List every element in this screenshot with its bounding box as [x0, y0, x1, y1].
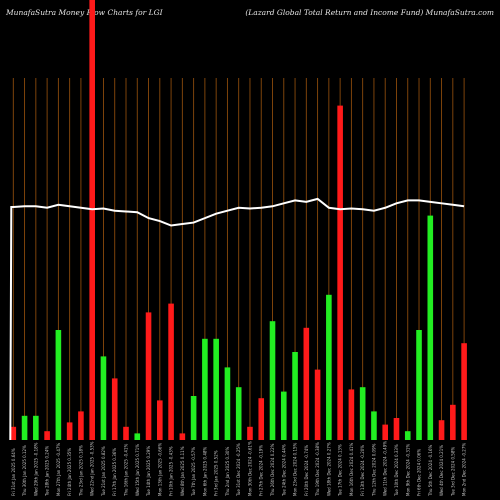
x-tick-label: Fri 3rd Jan 2025 0.52% [214, 450, 219, 496]
x-tick-label: Fri 13th Dec 2024 -0.20% [360, 445, 365, 496]
chart-subtitle: (Lazard Global Total Return and Income F… [245, 8, 494, 17]
money-flow-bar [55, 330, 62, 440]
x-tick-label: Wed 15th Jan 2025 0.71% [135, 444, 140, 496]
money-flow-bar [179, 433, 186, 440]
x-tick-label: Tue 3rd Dec 2024 0.58% [450, 447, 455, 497]
money-flow-bar [168, 303, 174, 440]
x-tick-label: Tue 14th Jan 2025 0.29% [146, 446, 151, 497]
money-flow-bar [21, 415, 28, 440]
money-flow-bar [438, 420, 445, 440]
x-tick-label: Wed 11th Dec 2024 -0.49% [383, 441, 388, 496]
money-flow-bar [145, 312, 152, 440]
money-flow-bar [404, 431, 411, 440]
x-tick-label: Tue 28th Jan 2025 0.24% [45, 446, 50, 497]
x-tick-label: Mon 30th Dec 2024 -0.61% [247, 441, 252, 496]
x-tick-label: Thu 2nd Jan 2025 0.30% [225, 447, 230, 497]
x-tick-label: Thu 16th Jan 2025 -0.41% [124, 444, 129, 497]
x-tick-label: Thu 30th Jan 2025 0.12% [22, 445, 27, 497]
x-tick-label: Wed 4th Dec 2024 0.21% [439, 445, 444, 496]
money-flow-bar [382, 424, 389, 440]
x-tick-label: Fri 27th Dec 2024 -0.19% [259, 445, 264, 496]
money-flow-bar [247, 426, 253, 440]
x-tick-label: Mon 2nd Dec 2024 -0.27% [462, 443, 467, 496]
x-tick-label: Wed 29th Jan 2025 -0.18% [33, 442, 38, 496]
x-tick-label: Mon 27th Jan 2025 -0.47% [56, 443, 61, 496]
money-flow-bar [461, 343, 467, 440]
x-tick-label: Tue 7th Jan 2025 -0.57% [191, 447, 196, 497]
money-flow-bar [303, 327, 310, 440]
x-tick-label: Thu 12th Dec 2024 0.09% [371, 443, 376, 497]
money-flow-bar [66, 422, 73, 440]
money-flow-bar [123, 426, 129, 440]
money-flow-bar [258, 398, 265, 440]
x-tick-label: Wed 18th Dec 2024 0.27% [326, 442, 331, 496]
x-tick-label: Fri 20th Dec 2024 -0.74% [304, 445, 309, 496]
money-flow-bar [235, 387, 242, 440]
money-flow-bar [190, 396, 197, 440]
money-flow-bar [213, 338, 219, 440]
money-flow-bar [326, 294, 332, 440]
money-flow-bar [44, 431, 50, 440]
money-flow-bar [416, 330, 422, 440]
money-flow-bar [337, 105, 343, 440]
x-tick-label: Thu 23rd Jan 2025 0.18% [78, 445, 83, 497]
x-tick-label: Mon 23rd Dec 2024 0.15% [293, 442, 298, 496]
x-tick-label: Mon 6th Jan 2025 0.48% [202, 447, 207, 496]
x-tick-label: Wed 8th Jan 2025 0.11% [180, 446, 185, 496]
x-tick-label: Mon 9th Dec 2024 -0.31% [405, 444, 410, 496]
money-flow-bar [371, 411, 377, 440]
money-flow-bar [292, 352, 298, 440]
x-tick-label: Wed 22nd Jan 2025 -0.53% [90, 441, 95, 496]
x-tick-label: Mon 13th Jan 2025 -0.66% [157, 443, 162, 496]
x-tick-label: Thu 5th Dec 2024 -0.16% [428, 444, 433, 497]
money-flow-bar [393, 418, 400, 440]
money-flow-bar [359, 387, 366, 440]
money-flow-bar [78, 411, 84, 440]
x-tick-label: Tue 10th Dec 2024 0.33% [394, 444, 399, 497]
money-flow-bar [427, 215, 434, 440]
x-tick-label: Tue 17th Dec 2024 0.13% [338, 444, 343, 497]
money-flow-bar [280, 391, 287, 440]
x-tick-label: Thu 26th Dec 2024 0.22% [270, 443, 275, 497]
x-tick-label: Fri 6th Dec 2024 0.06% [417, 449, 422, 496]
price-line [9, 197, 465, 441]
x-tick-label: Tue 24th Dec 2024 0.44% [281, 444, 286, 497]
x-tick-label: Fri 17th Jan 2025 0.36% [112, 448, 117, 496]
money-flow-bar [202, 338, 208, 440]
x-tick-label: Mon 16th Dec 2024 0.41% [349, 442, 354, 496]
money-flow-bar [157, 400, 163, 440]
money-flow-bar [269, 321, 276, 440]
money-flow-bar [348, 389, 355, 440]
money-flow-bar [100, 356, 107, 440]
money-flow-bar [10, 426, 17, 440]
money-flow-bar [111, 378, 118, 440]
x-tick-label: Fri 31st Jan 2025 0.64% [11, 448, 16, 496]
x-tick-label: Fri 24th Jan 2025 0.35% [67, 448, 72, 496]
money-flow-bar [314, 369, 321, 440]
money-flow-bar [33, 415, 39, 440]
x-tick-label: Tue 31st Dec 2024 -0.25% [236, 443, 241, 497]
money-flow-bar [224, 367, 231, 440]
chart-title: MunafaSutra Money Flow Charts for LGI [6, 8, 163, 17]
x-tick-label: Tue 21st Jan 2025 0.82% [101, 446, 106, 497]
money-flow-bar [134, 433, 141, 440]
x-tick-label: Thu 19th Dec 2024 -0.38% [315, 442, 320, 497]
money-flow-bar [450, 404, 456, 440]
x-tick-label: Fri 10th Jan 2025 -0.43% [169, 446, 174, 496]
money-flow-bar [89, 0, 95, 440]
